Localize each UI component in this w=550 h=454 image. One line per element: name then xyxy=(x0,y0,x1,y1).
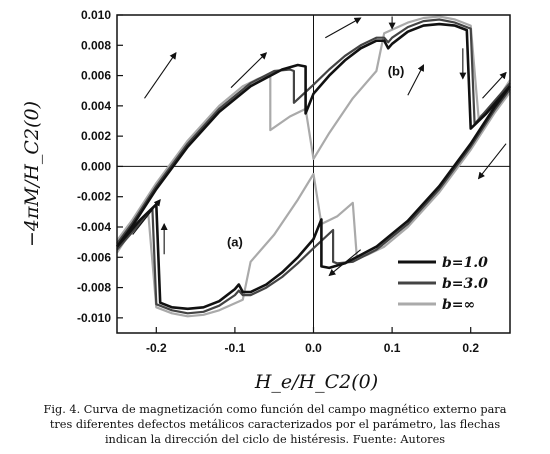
caption-line: indican la dirección del ciclo de histér… xyxy=(104,433,446,446)
y-tick-label: -0.006 xyxy=(77,250,111,264)
series-line-upper xyxy=(116,18,511,245)
series-line-lower xyxy=(116,91,511,318)
x-tick-label: -0.2 xyxy=(146,341,167,355)
y-tick-label: -0.004 xyxy=(77,220,111,234)
legend-entry: b=1.0 xyxy=(442,255,488,271)
direction-arrow xyxy=(328,249,362,277)
direction-arrows xyxy=(132,16,507,277)
direction-arrow xyxy=(482,71,507,99)
legend-entry: b=3.0 xyxy=(442,276,488,292)
y-tick-label: 0.000 xyxy=(81,159,111,173)
series-layer xyxy=(115,15,512,318)
x-tick-label: 0.2 xyxy=(462,341,479,355)
y-tick-label: -0.002 xyxy=(77,190,111,204)
direction-arrow xyxy=(407,64,425,96)
y-axis-label: −4πM/H_C2(0) xyxy=(21,101,43,247)
magnetization-chart: -0.2 -0.1 0.0 0.1 0.2 0.010 0.008 0.006 0.004 0.0… xyxy=(21,8,512,393)
y-tick-label: -0.010 xyxy=(77,311,111,325)
legend: b=1.0 b=3.0 b=∞ xyxy=(398,255,488,313)
y-tick-label: 0.006 xyxy=(81,69,111,83)
annotation-label: (a) xyxy=(227,235,243,250)
x-tick-label: 0.0 xyxy=(305,341,322,355)
y-tick-label: 0.004 xyxy=(81,99,111,113)
direction-arrow xyxy=(230,52,268,89)
annotations: (a) (b) xyxy=(227,64,404,250)
x-axis-label: H_e/H_C2(0) xyxy=(254,371,378,393)
y-tick-label: 0.008 xyxy=(81,38,111,52)
caption-line: Fig. 4. Curva de magnetización como func… xyxy=(43,403,507,416)
x-tick-label: -0.1 xyxy=(225,341,246,355)
series-line-lower xyxy=(116,88,511,315)
series-2 xyxy=(116,18,511,315)
series-line-lower xyxy=(116,85,512,311)
series-3 xyxy=(116,15,511,318)
y-tick-label: 0.002 xyxy=(81,129,111,143)
figure-caption: Fig. 4. Curva de magnetización como func… xyxy=(6,402,544,447)
annotation-label: (b) xyxy=(388,64,405,79)
axis-ticks: -0.2 -0.1 0.0 0.1 0.2 0.010 0.008 0.006 0.004 0.0… xyxy=(77,8,479,355)
y-tick-label: 0.010 xyxy=(81,8,111,22)
series-line-upper xyxy=(115,22,511,248)
caption-line: tres diferentes defectos metálicos carac… xyxy=(49,418,501,431)
legend-entry: b=∞ xyxy=(442,297,475,313)
direction-arrow xyxy=(325,17,362,39)
x-tick-label: 0.1 xyxy=(384,341,401,355)
series-1 xyxy=(115,22,512,311)
direction-arrow xyxy=(132,198,161,235)
direction-arrow xyxy=(144,52,177,99)
y-tick-label: -0.008 xyxy=(77,281,111,295)
direction-arrow xyxy=(477,143,507,180)
series-line-upper xyxy=(116,15,511,242)
